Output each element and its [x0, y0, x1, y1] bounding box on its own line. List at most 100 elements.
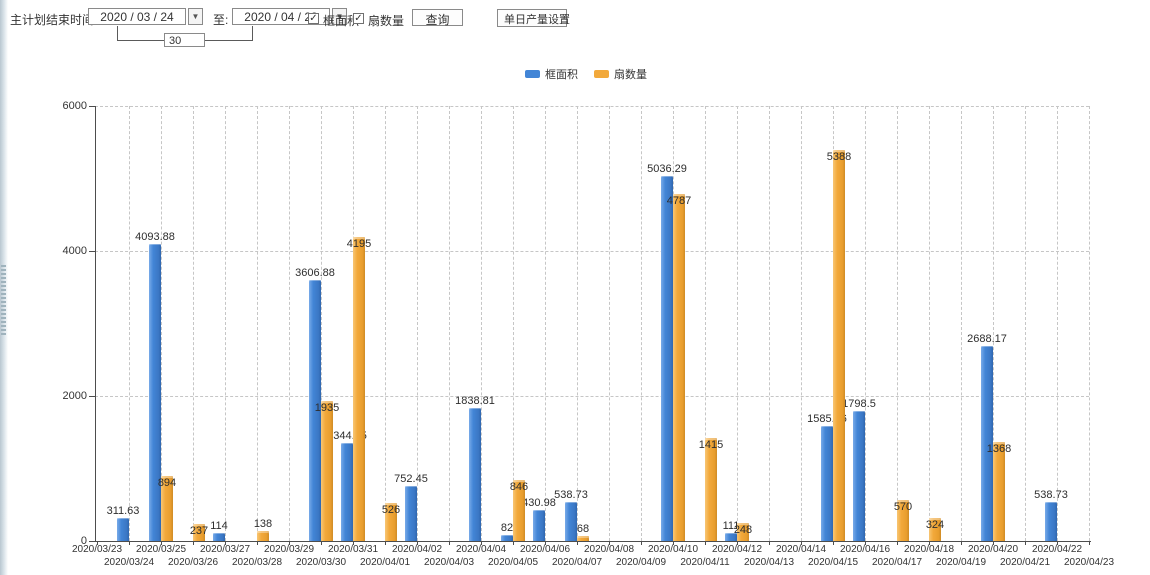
x-axis-label: 2020/04/12: [711, 544, 763, 555]
x-axis-tick: [737, 541, 738, 545]
days-count-input[interactable]: 30: [164, 33, 205, 47]
bar-value-label: 311.63: [106, 505, 140, 518]
bar-value-label: 1368: [986, 442, 1012, 455]
gridline-vertical: [545, 106, 546, 541]
bar-frame-area[interactable]: [853, 410, 865, 541]
bar-value-label: 1838.81: [455, 394, 495, 407]
bar-sash-count[interactable]: [993, 441, 1005, 541]
gridline-vertical: [1057, 106, 1058, 541]
bar-frame-area[interactable]: [117, 518, 129, 541]
bar-frame-area[interactable]: [725, 532, 737, 541]
bar-sash-count[interactable]: [897, 499, 909, 541]
x-axis-tick: [801, 541, 802, 545]
bar-frame-area[interactable]: [149, 244, 161, 541]
gridline-vertical: [993, 106, 994, 541]
gridline-vertical: [929, 106, 930, 541]
bar-value-label: 538.73: [554, 488, 588, 501]
y-axis-label: 6000: [62, 100, 87, 112]
x-axis-tick: [449, 541, 450, 545]
to-label: 至:: [213, 13, 229, 27]
bar-frame-area[interactable]: [405, 486, 417, 541]
bar-sash-count[interactable]: [513, 479, 525, 541]
x-axis-tick: [353, 541, 354, 545]
bar-frame-area[interactable]: [469, 407, 481, 541]
frame-area-checkbox[interactable]: ✓: [308, 13, 319, 24]
toolbar: 主计划结束时间: 2020 / 03 / 24 ▼ 至: 2020 / 04 /…: [0, 0, 1150, 50]
bar-sash-count[interactable]: [833, 150, 845, 541]
bar-sash-count[interactable]: [929, 517, 941, 541]
bar-value-label: 5036.29: [647, 162, 687, 175]
x-axis-label: 2020/04/07: [551, 557, 603, 568]
x-axis-tick: [1089, 541, 1090, 545]
x-axis-tick: [833, 541, 834, 545]
y-axis: [95, 106, 96, 541]
bar-value-label: 82: [500, 522, 514, 535]
x-axis-label: 2020/03/29: [263, 544, 315, 555]
gridline-vertical: [705, 106, 706, 541]
date-from-dropdown-icon[interactable]: ▼: [188, 8, 203, 25]
bar-sash-count[interactable]: [193, 523, 205, 541]
bar-value-label: 4093.88: [135, 231, 175, 244]
sash-count-checkbox-label[interactable]: 扇数量: [368, 14, 405, 28]
bar-frame-area[interactable]: [981, 346, 993, 541]
bracket-line-right-vertical: [252, 26, 253, 40]
x-axis-tick: [1025, 541, 1026, 545]
bar-value-label: 1935: [314, 401, 340, 414]
legend-sash-count-label: 扇数量: [614, 69, 647, 81]
x-axis-label: 2020/03/27: [199, 544, 251, 555]
date-from-input[interactable]: 2020 / 03 / 24: [88, 8, 186, 25]
gridline-vertical: [577, 106, 578, 541]
bar-value-label: 5388: [826, 151, 852, 164]
bar-sash-count[interactable]: [385, 502, 397, 541]
bar-sash-count[interactable]: [161, 476, 173, 541]
sash-count-checkbox[interactable]: ✓: [353, 13, 364, 24]
frame-area-checkbox-label[interactable]: 框面积: [323, 14, 360, 28]
bar-sash-count[interactable]: [257, 530, 269, 541]
x-axis-tick: [993, 541, 994, 545]
bar-frame-area[interactable]: [341, 443, 353, 541]
gridline-horizontal: [95, 106, 1089, 107]
x-axis-label: 2020/04/08: [583, 544, 635, 555]
y-axis-label: 0: [80, 535, 87, 547]
bar-frame-area[interactable]: [661, 175, 673, 541]
gridline-vertical: [225, 106, 226, 541]
gridline-vertical: [481, 106, 482, 541]
x-axis-tick: [417, 541, 418, 545]
x-axis-label: 2020/03/31: [327, 544, 379, 555]
bar-sash-count[interactable]: [705, 438, 717, 541]
gridline-vertical: [1089, 106, 1090, 541]
bar-sash-count[interactable]: [673, 193, 685, 541]
bar-value-label: 526: [381, 503, 401, 516]
bar-sash-count[interactable]: [577, 536, 589, 541]
bar-frame-area[interactable]: [821, 426, 833, 541]
bar-frame-area[interactable]: [309, 279, 321, 541]
x-axis-tick: [609, 541, 610, 545]
bar-frame-area[interactable]: [565, 501, 577, 541]
bar-frame-area[interactable]: [1045, 501, 1057, 541]
x-axis-label: 2020/04/21: [999, 557, 1051, 568]
bar-value-label: 570: [893, 500, 913, 513]
gridline-vertical: [961, 106, 962, 541]
bar-frame-area[interactable]: [213, 532, 225, 541]
x-axis-label: 2020/04/03: [423, 557, 475, 568]
date-to-input[interactable]: 2020 / 04 / 23: [232, 8, 330, 25]
query-button[interactable]: 查询: [412, 9, 463, 27]
bar-frame-area[interactable]: [501, 535, 513, 541]
x-axis-tick: [545, 541, 546, 545]
bar-frame-area[interactable]: [533, 509, 545, 541]
x-axis-tick: [385, 541, 386, 545]
gridline-vertical: [769, 106, 770, 541]
gridline-vertical: [193, 106, 194, 541]
bar-value-label: 114: [210, 519, 228, 532]
date-to-dropdown-icon[interactable]: ▼: [332, 8, 347, 25]
daily-output-settings-button[interactable]: 单日产量设置: [497, 9, 570, 27]
bar-sash-count[interactable]: [321, 400, 333, 541]
bar-sash-count[interactable]: [353, 236, 365, 541]
x-axis-tick: [129, 541, 130, 545]
bar-value-label: 324: [925, 518, 945, 531]
bar-value-label: 248: [733, 524, 753, 537]
bar-value-label: 894: [157, 477, 177, 490]
panel-expand-handle[interactable]: [1, 265, 6, 335]
x-axis-tick: [321, 541, 322, 545]
bar-sash-count[interactable]: [737, 523, 749, 541]
